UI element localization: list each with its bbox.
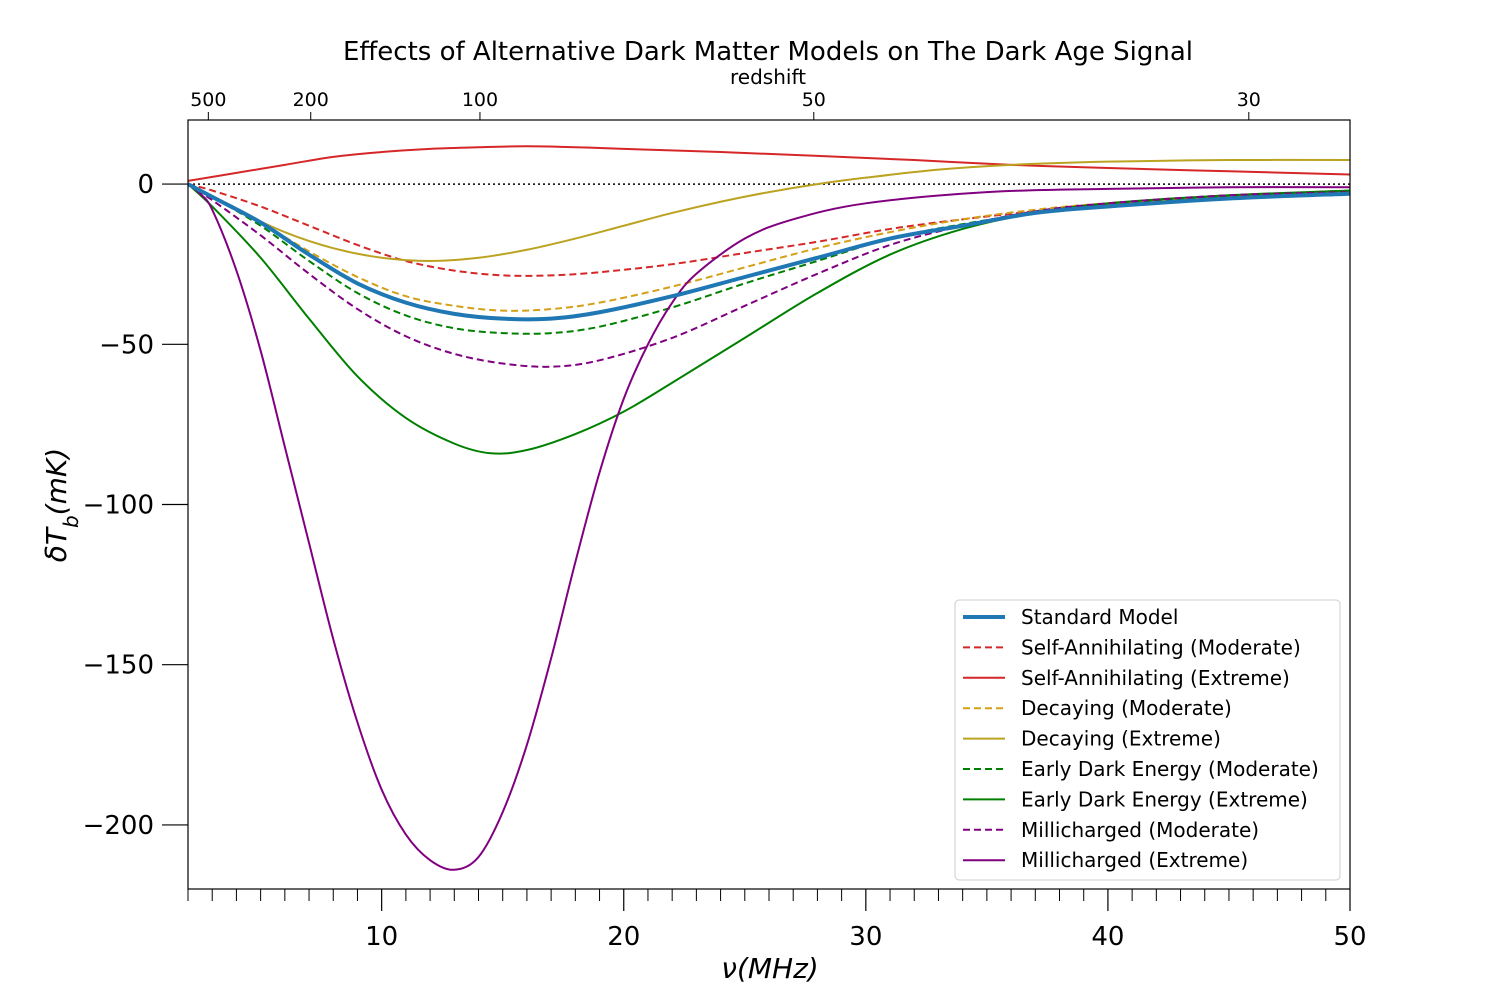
- series-group: [188, 145, 1350, 871]
- series-line-0: [188, 182, 1350, 322]
- legend-label-8: Millicharged (Extreme): [1021, 848, 1248, 872]
- series-line-6: [188, 183, 1350, 455]
- legend: Standard Model Self-Annihilating (Moderat…: [954, 599, 1341, 881]
- series-line-4: [188, 158, 1350, 262]
- y-tick-label-0: 0: [137, 170, 154, 200]
- series-line-2: [188, 145, 1350, 182]
- top-axis-label: redshift: [730, 65, 806, 89]
- y-axis-label-main: δT: [40, 526, 73, 562]
- legend-box: [954, 599, 1341, 881]
- legend-label-3: Decaying (Moderate): [1021, 696, 1232, 720]
- y-axis-label-tail: (mK): [40, 448, 73, 515]
- top-tick-label-4: 30: [1237, 89, 1261, 111]
- x-tick-label-4: 50: [1333, 922, 1366, 952]
- y-tick-label-2: −100: [83, 491, 154, 521]
- x-tick-label-0: 10: [365, 922, 398, 952]
- x-tick-label-2: 30: [849, 922, 882, 952]
- top-tick-label-3: 50: [802, 89, 826, 111]
- legend-label-7: Millicharged (Moderate): [1021, 818, 1259, 842]
- series-line-7: [188, 183, 1350, 368]
- legend-label-2: Self-Annihilating (Extreme): [1021, 666, 1290, 690]
- x-tick-label-1: 20: [607, 922, 640, 952]
- series-line-5: [188, 183, 1350, 335]
- x-tick-label-3: 40: [1091, 922, 1124, 952]
- top-tick-label-2: 100: [462, 89, 498, 111]
- y-axis-label-sub: b: [59, 515, 83, 528]
- legend-label-0: Standard Model: [1021, 605, 1178, 629]
- chart-title: Effects of Alternative Dark Matter Model…: [343, 37, 1193, 67]
- y-tick-label-4: −200: [83, 811, 154, 841]
- legend-label-4: Decaying (Extreme): [1021, 727, 1221, 751]
- legend-label-6: Early Dark Energy (Extreme): [1021, 787, 1308, 811]
- x-axis-label: ν(MHz): [721, 952, 818, 985]
- legend-label-1: Self-Annihilating (Moderate): [1021, 635, 1301, 659]
- top-tick-label-0: 500: [190, 89, 226, 111]
- y-tick-label-1: −50: [99, 330, 154, 360]
- y-tick-label-3: −150: [83, 651, 154, 681]
- top-tick-label-1: 200: [293, 89, 329, 111]
- series-line-8: [188, 183, 1350, 871]
- y-axis-label: δTb(mK): [40, 448, 83, 562]
- legend-label-5: Early Dark Energy (Moderate): [1021, 757, 1319, 781]
